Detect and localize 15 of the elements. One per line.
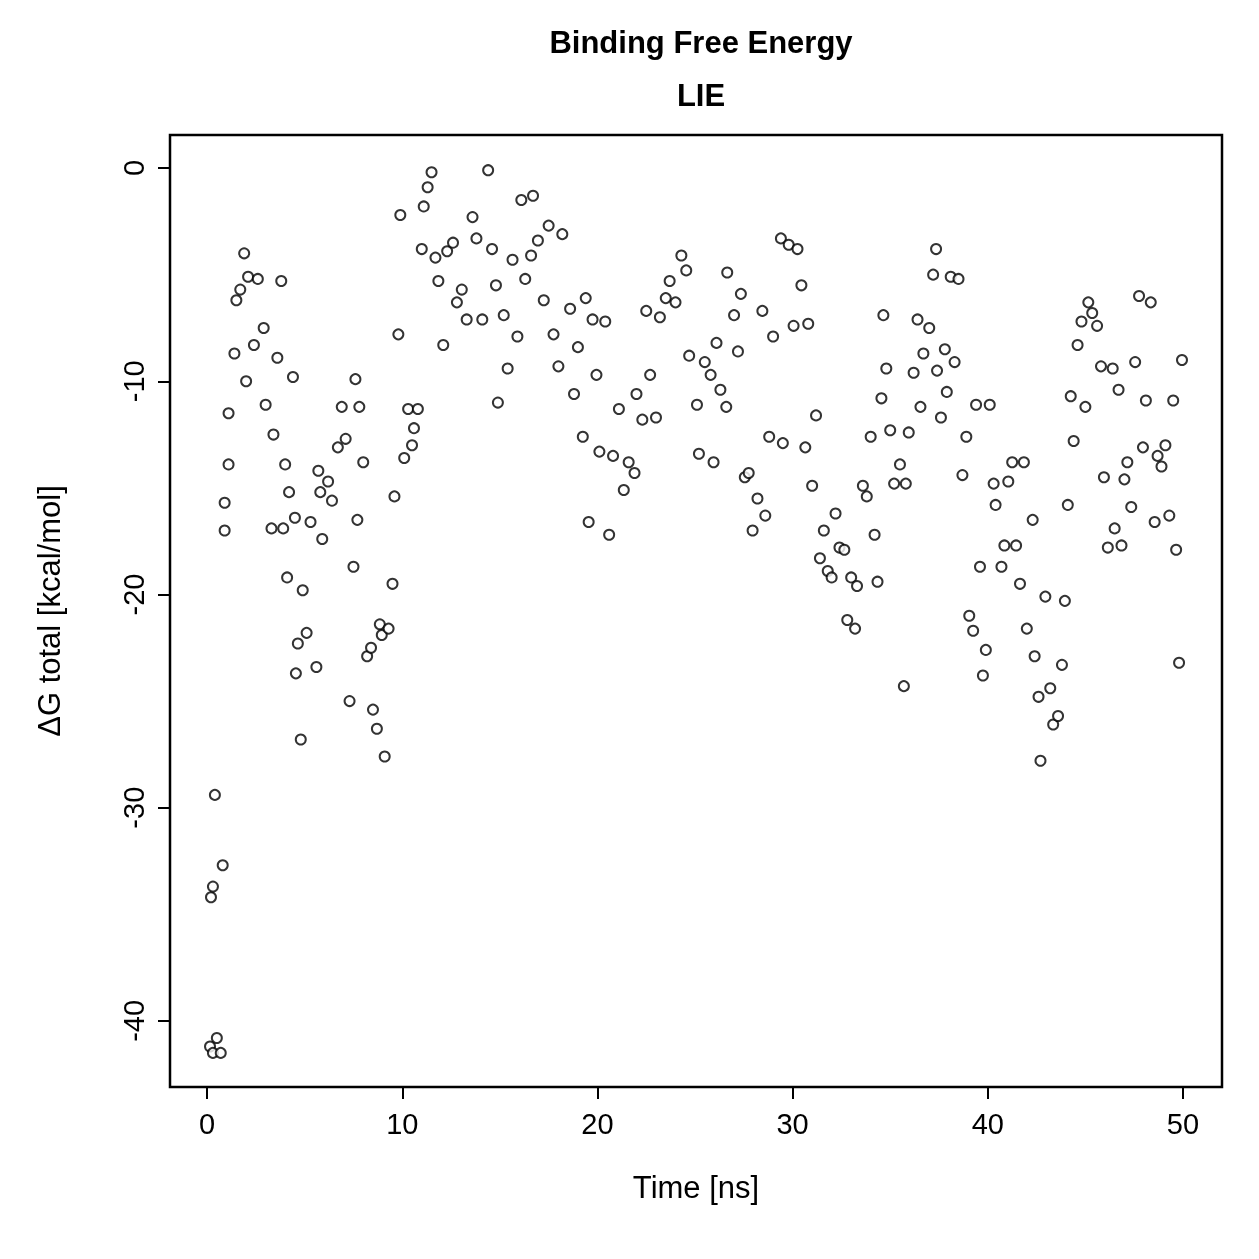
x-tick-label: 10 [386, 1107, 419, 1140]
y-axis-title: ΔG total [kcal/mol] [32, 485, 67, 737]
x-axis-title: Time [ns] [632, 1170, 760, 1205]
x-tick-label: 20 [581, 1107, 614, 1140]
x-tick-label: 50 [1166, 1107, 1200, 1140]
chart-title: Binding Free Energy [549, 25, 854, 60]
x-tick-label: 0 [199, 1107, 216, 1140]
x-tick-label: 30 [776, 1107, 809, 1140]
x-tick-label: 40 [971, 1107, 1004, 1140]
chart-subtitle: LIE [676, 78, 726, 113]
y-tick-label: 0 [117, 159, 150, 177]
y-tick-label: -10 [117, 360, 150, 403]
y-tick-label: -30 [117, 786, 150, 829]
y-tick-label: -40 [117, 999, 150, 1042]
y-tick-label: -20 [117, 573, 150, 616]
